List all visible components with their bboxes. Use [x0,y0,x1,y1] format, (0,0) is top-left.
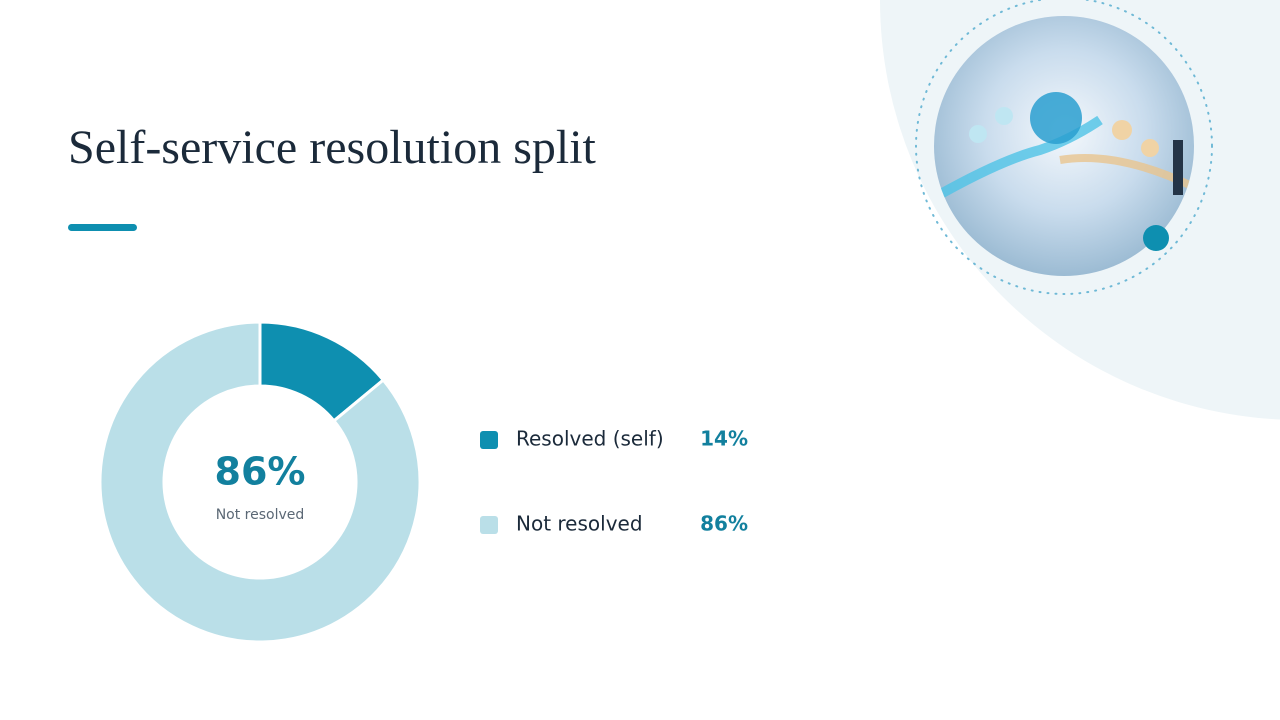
legend-value: 86% [700,512,748,536]
legend-swatch [480,431,498,449]
center-value: 86% [215,450,306,494]
dotted-ring [915,0,1213,295]
legend-label: Not resolved [516,512,643,536]
legend-swatch [480,516,498,534]
donut-segment [98,320,422,644]
title-underline [68,224,137,231]
donut [98,320,422,644]
legend: Resolved (self) 14% Not resolved 86% [480,427,748,536]
legend-label: Resolved (self) [516,427,664,451]
center-label: Not resolved [216,507,305,523]
accent-dot [1143,225,1169,251]
chart-title: Self-service resolution split [68,121,597,174]
legend-value: 14% [700,427,748,451]
